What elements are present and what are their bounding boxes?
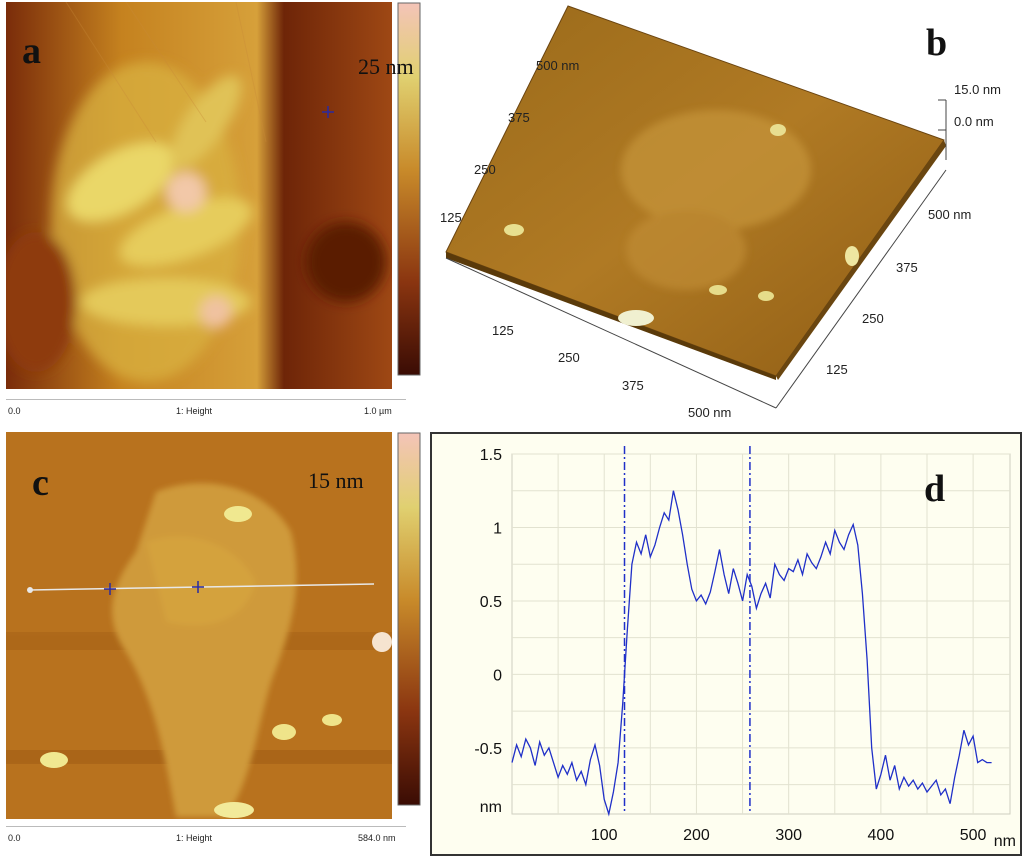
panel-a-footer-left: 0.0	[8, 406, 21, 416]
panel-b-axes	[445, 99, 947, 409]
particle	[758, 291, 774, 301]
panel-b-back-tick: 250	[474, 162, 496, 177]
y-tick-label: 0.5	[480, 594, 502, 611]
particle	[224, 506, 252, 522]
particle	[770, 124, 786, 136]
panel-b-x-tick: 500 nm	[688, 405, 731, 420]
particle	[845, 246, 859, 266]
panel-d-letter: d	[924, 468, 946, 510]
panel-a-footer-center: 1: Height	[176, 406, 213, 416]
x-axis-label: nm	[994, 833, 1016, 850]
panel-c-afm-image	[6, 432, 392, 819]
panel-c-color-scale	[397, 432, 421, 806]
panel-a-letter: a	[22, 30, 41, 72]
panel-c-scale-max: 15 nm	[308, 468, 364, 493]
panel-c: c 15 nm 0.0 1: Height 584.0 nm	[6, 432, 426, 856]
panel-b-letter: b	[926, 22, 948, 64]
y-tick-label: 0	[493, 667, 502, 684]
panel-d: 1.5 1 0.5 0 -0.5 100 200 300 400 500 nm nm d	[430, 432, 1022, 856]
y-tick-label: 1.5	[480, 447, 502, 464]
y-axis-label: nm	[480, 799, 502, 816]
particle	[618, 310, 654, 326]
panel-b: 15.0 nm 0.0 nm 125 250 375 500 nm 125 25…	[426, 0, 1024, 424]
panel-a-footer-right: 1.0 µm	[364, 406, 392, 416]
profile-chart: 1.5 1 0.5 0 -0.5 100 200 300 400 500 nm nm	[474, 446, 1016, 850]
panel-b-x-tick: 250	[558, 350, 580, 365]
particle	[322, 714, 342, 726]
panel-b-back-tick: 125	[440, 210, 462, 225]
y-tick-label: -0.5	[474, 741, 502, 758]
panel-b-y-tick: 250	[862, 311, 884, 326]
panel-b-y-tick: 500 nm	[928, 207, 971, 222]
height-profile-line	[511, 490, 992, 817]
panel-b-z-zero: 0.0 nm	[954, 114, 994, 129]
x-tick-label: 400	[868, 827, 895, 844]
panel-b-3d-surface: 15.0 nm 0.0 nm 125 250 375 500 nm 125 25…	[440, 5, 1001, 420]
particle	[372, 632, 392, 652]
panel-c-letter: c	[32, 462, 49, 504]
panel-b-y-tick: 375	[896, 260, 918, 275]
particle	[272, 724, 296, 740]
particle	[40, 752, 68, 768]
panel-a-afm-image	[6, 2, 392, 389]
cursor-marker	[322, 106, 334, 118]
x-tick-label: 100	[591, 827, 618, 844]
panel-c-footer-right: 584.0 nm	[358, 833, 396, 843]
panel-b-x-tick: 125	[492, 323, 514, 338]
panel-b-y-tick: 125	[826, 362, 848, 377]
particle	[709, 285, 727, 295]
panel-a: a 25 nm 0.0 1: Height 1.0 µm	[6, 2, 426, 426]
panel-c-footer-center: 1: Height	[176, 833, 213, 843]
particle	[504, 224, 524, 236]
panel-a-scale-max: 25 nm	[358, 54, 414, 79]
panel-b-z-top: 15.0 nm	[954, 82, 1001, 97]
particle	[214, 802, 254, 818]
panel-a-footer: 0.0 1: Height 1.0 µm	[6, 399, 406, 422]
panel-b-back-tick: 375	[508, 110, 530, 125]
panel-b-back-tick: 500 nm	[536, 58, 579, 73]
panel-c-footer-left: 0.0	[8, 833, 21, 843]
panel-b-x-tick: 375	[622, 378, 644, 393]
panel-a-color-scale	[397, 2, 421, 376]
x-tick-label: 500	[960, 827, 987, 844]
y-tick-label: 1	[493, 520, 502, 537]
x-tick-label: 300	[775, 827, 802, 844]
x-tick-label: 200	[683, 827, 710, 844]
section-cursor	[104, 581, 204, 595]
panel-c-footer: 0.0 1: Height 584.0 nm	[6, 826, 406, 849]
